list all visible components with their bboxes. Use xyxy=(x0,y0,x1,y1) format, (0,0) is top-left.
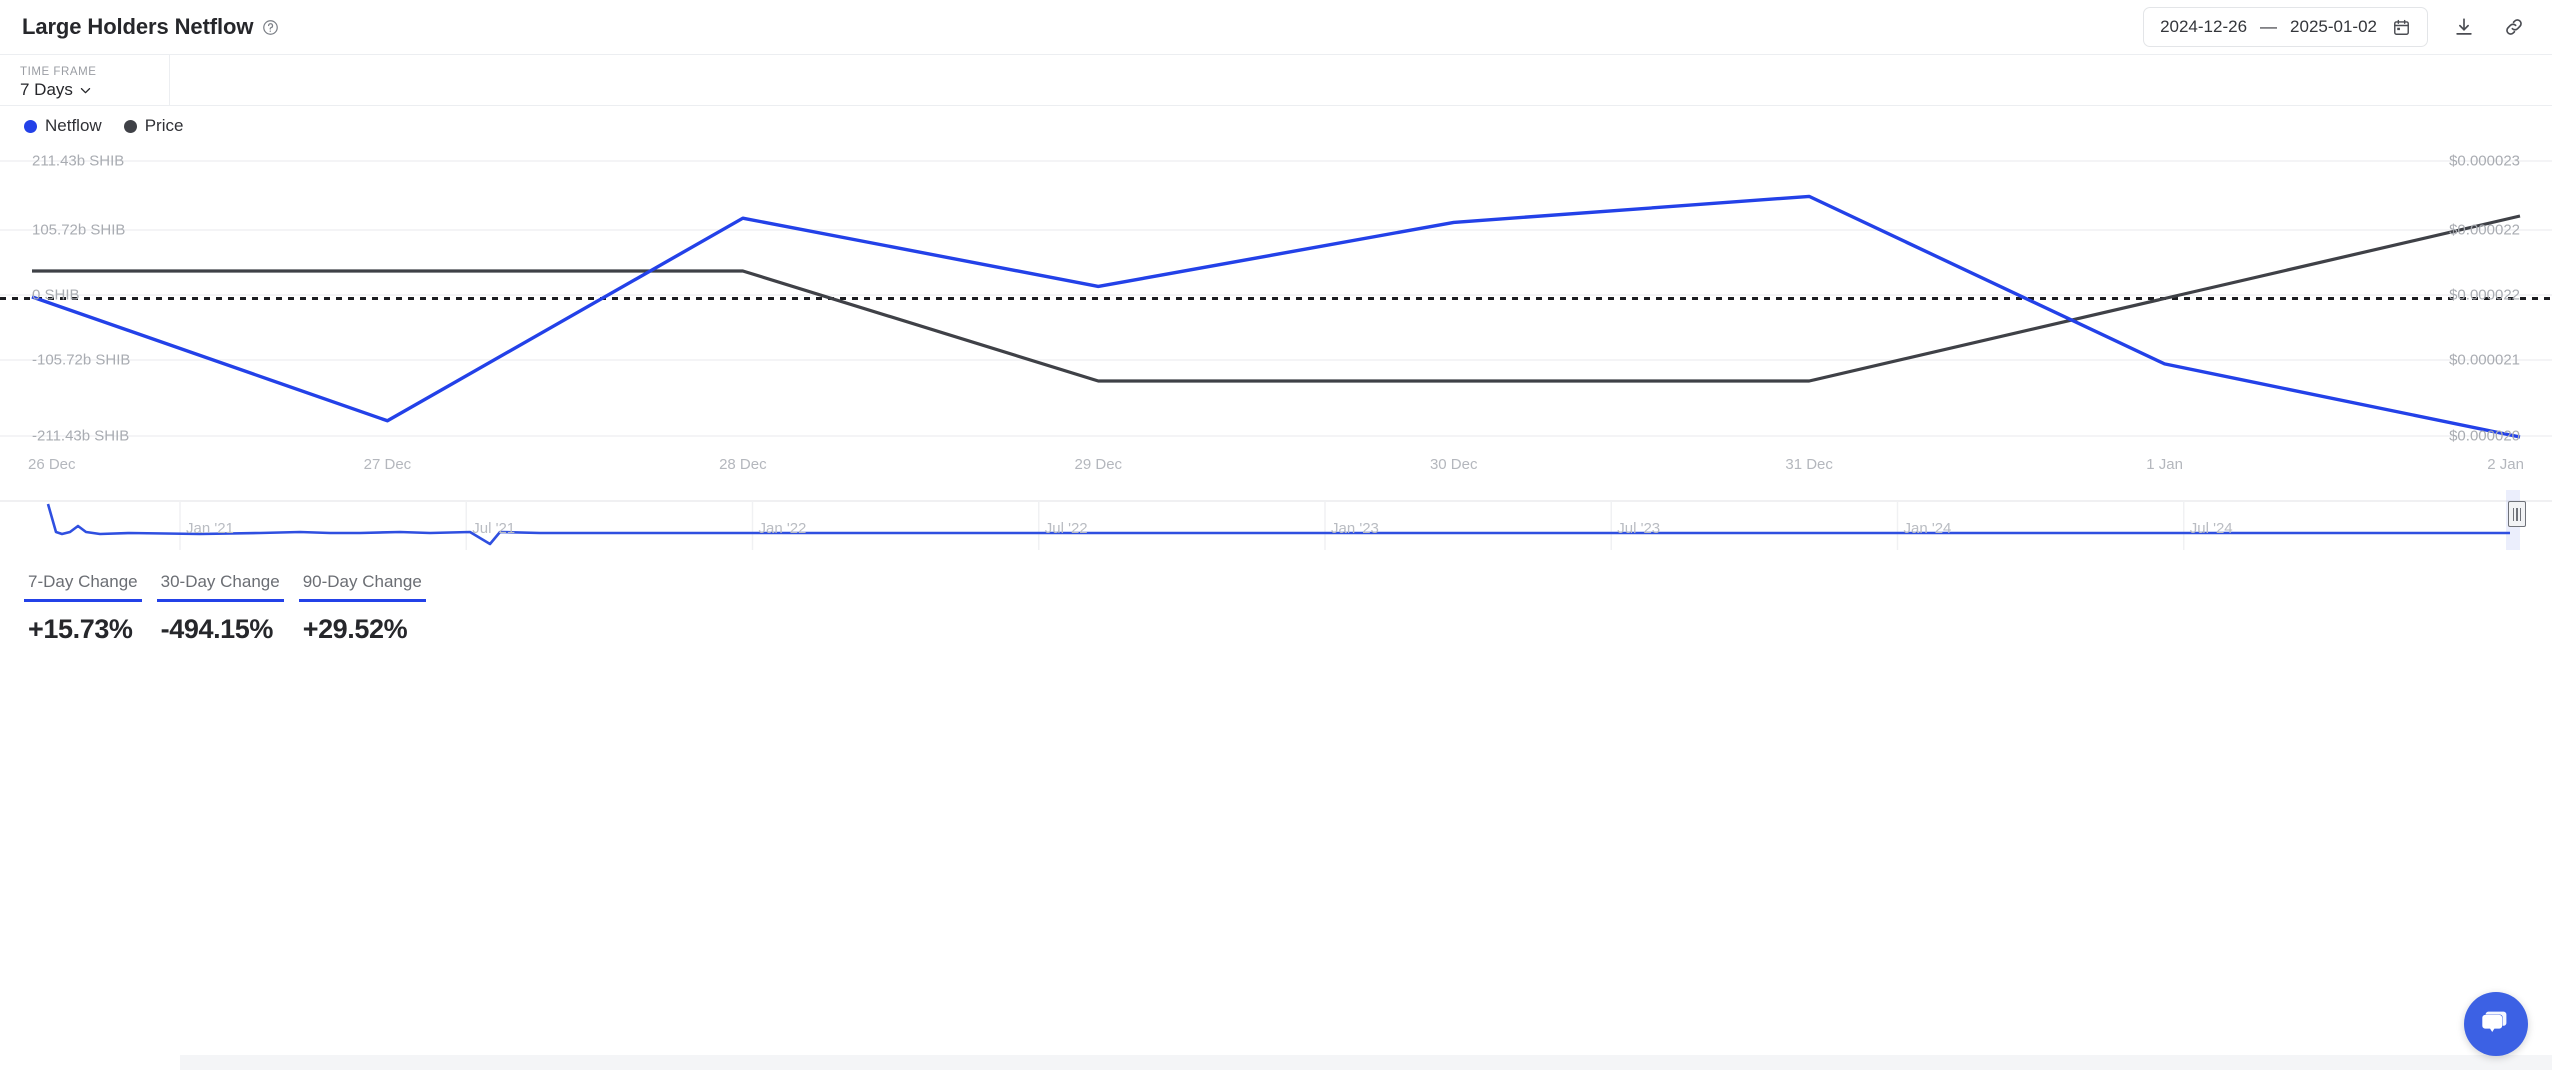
navigator-canvas xyxy=(0,500,2552,550)
x-axis-tick: 29 Dec xyxy=(1074,456,1123,473)
navigator-tick: Jul '21 xyxy=(472,520,516,537)
y-axis-right-tick: $0.000023 xyxy=(2449,152,2520,170)
legend-label-price: Price xyxy=(144,116,184,135)
stat-value: -494.15% xyxy=(160,614,274,644)
chevron-down-icon[interactable] xyxy=(78,83,93,98)
date-range-picker[interactable]: 2024-12-26 — 2025-01-02 xyxy=(2143,7,2428,47)
navigator-tick: Jan '23 xyxy=(1331,520,1379,537)
x-axis-tick: 30 Dec xyxy=(1429,456,1478,473)
y-axis-right-tick: $0.000022 xyxy=(2449,221,2520,239)
navigator-series xyxy=(46,503,2510,546)
timeframe-bar: TIME FRAME 7 Days xyxy=(0,55,2552,106)
stat-90-day-change[interactable]: 90-Day Change +29.52% xyxy=(298,572,426,645)
y-axis-right-tick: $0.000021 xyxy=(2449,351,2520,369)
chart-series-price xyxy=(32,214,2521,383)
timeframe-label: TIME FRAME xyxy=(20,66,97,78)
legend-swatch-netflow xyxy=(24,119,37,133)
title-group: Large Holders Netflow xyxy=(22,14,279,40)
stat-underline xyxy=(298,599,426,602)
legend-item-price[interactable]: Price xyxy=(123,116,184,136)
x-axis-tick: 1 Jan xyxy=(2146,456,2183,473)
page-footer-strip xyxy=(180,1055,2552,1070)
y-axis-left-tick: 211.43b SHIB xyxy=(32,152,125,170)
legend-swatch-price xyxy=(123,119,137,133)
stat-label: 90-Day Change xyxy=(302,572,422,591)
x-axis-tick: 28 Dec xyxy=(719,456,767,473)
date-range-end: 2025-01-02 xyxy=(2290,17,2377,36)
legend-item-netflow[interactable]: Netflow xyxy=(24,116,102,136)
y-axis-right-tick: $0.000022 xyxy=(2449,286,2520,304)
timeframe-value: 7 Days xyxy=(20,80,73,99)
stat-7-day-change[interactable]: 7-Day Change +15.73% xyxy=(24,572,142,645)
chart-series-netflow xyxy=(31,194,2521,439)
stat-underline xyxy=(24,599,142,602)
x-axis-tick: 31 Dec xyxy=(1785,456,1833,473)
stat-label: 30-Day Change xyxy=(160,572,280,591)
page-header: Large Holders Netflow 2024-12-26 — 2025-… xyxy=(0,0,2552,55)
chat-bubble-icon xyxy=(2479,1005,2513,1044)
navigator-tick: Jan '24 xyxy=(1903,520,1952,537)
stat-underline xyxy=(156,599,284,602)
y-axis-left-tick: -105.72b SHIB xyxy=(32,351,131,369)
question-circle-icon[interactable] xyxy=(262,19,279,36)
navigator-tick: Jan '22 xyxy=(758,520,807,537)
y-axis-left-tick: -211.43b SHIB xyxy=(32,427,130,445)
y-axis-left-tick: 105.72b SHIB xyxy=(32,221,126,239)
chart-canvas xyxy=(0,160,2552,439)
change-stats: 7-Day Change +15.73% 30-Day Change -494.… xyxy=(24,572,426,645)
navigator-tick: Jul '24 xyxy=(2189,520,2233,537)
navigator-gridlines xyxy=(179,501,2185,550)
chart-gridlines xyxy=(0,160,2552,437)
chart-navigator[interactable]: Jan '21 Jul '21 Jan '22 Jul '22 Jan '23 Jul '… xyxy=(0,488,2552,554)
timeframe-value-row: 7 Days xyxy=(20,80,169,100)
navigator-tick: Jan '21 xyxy=(186,520,234,537)
copy-link-button[interactable] xyxy=(2500,13,2528,41)
navigator-tick: Jul '22 xyxy=(1044,520,1088,537)
stat-value: +15.73% xyxy=(28,614,133,644)
page-title: Large Holders Netflow xyxy=(22,14,254,39)
date-range-separator: — xyxy=(2260,17,2278,36)
download-button[interactable] xyxy=(2450,13,2478,41)
calendar-icon[interactable] xyxy=(2392,18,2411,37)
stat-30-day-change[interactable]: 30-Day Change -494.15% xyxy=(156,572,284,645)
x-axis-tick: 26 Dec xyxy=(28,456,76,473)
x-axis-tick: 27 Dec xyxy=(363,456,412,473)
y-axis-left-tick: 0 SHIB xyxy=(32,286,80,304)
navigator-right-handle[interactable] xyxy=(2508,501,2526,527)
y-axis-right-tick: $0.000020 xyxy=(2449,427,2520,445)
legend-label-netflow: Netflow xyxy=(45,116,102,135)
stat-value: +29.52% xyxy=(302,614,408,644)
date-range-start: 2024-12-26 xyxy=(2160,17,2248,36)
x-axis-tick: 2 Jan xyxy=(2487,456,2524,473)
chat-widget-button[interactable] xyxy=(2464,992,2528,1056)
timeframe-selector[interactable]: TIME FRAME 7 Days xyxy=(0,55,170,105)
stat-label: 7-Day Change xyxy=(28,572,138,591)
header-actions: 2024-12-26 — 2025-01-02 xyxy=(2143,7,2528,47)
chart-legend: Netflow Price xyxy=(0,106,2552,146)
chart-plot-area[interactable]: 211.43b SHIB 105.72b SHIB 0 SHIB -105.72b S… xyxy=(0,146,2552,491)
navigator-tick: Jul '23 xyxy=(1617,520,1661,537)
